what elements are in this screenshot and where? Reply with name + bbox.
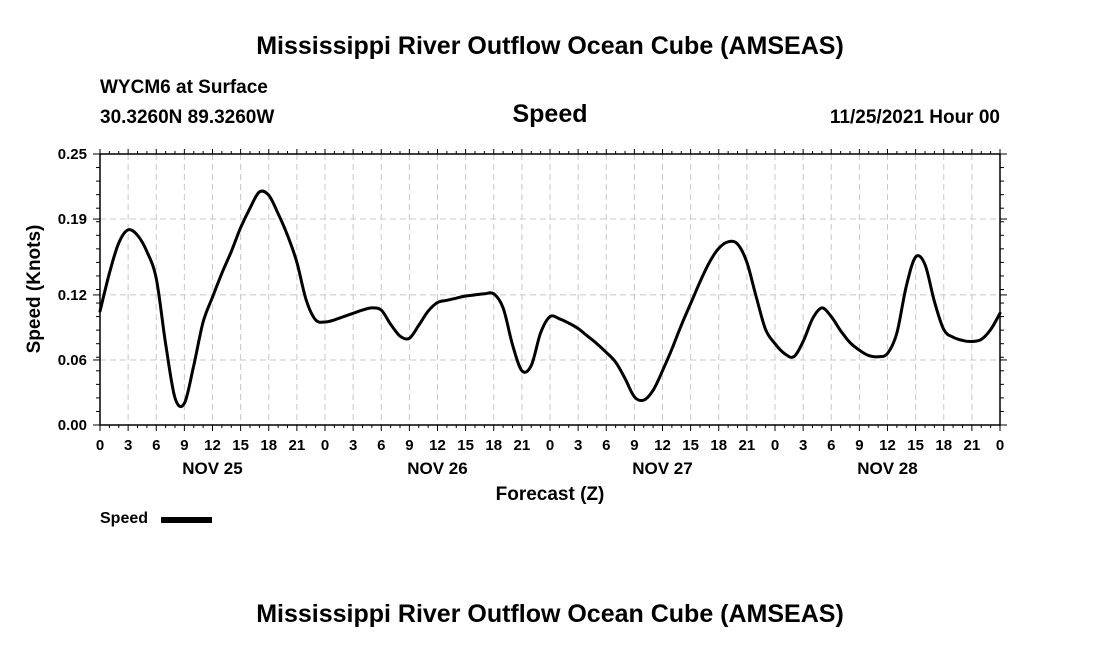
datetime-label: 11/25/2021 Hour 00	[829, 107, 1000, 128]
x-tick-label: 18	[485, 437, 502, 454]
y-tick-label: 0.19	[58, 211, 87, 228]
x-axis-label: Forecast (Z)	[496, 484, 605, 505]
legend-swatch	[161, 517, 212, 523]
x-tick-label: 9	[405, 437, 413, 454]
x-tick-label: 0	[321, 437, 329, 454]
x-tick-label: 18	[260, 437, 277, 454]
x-tick-label: 3	[799, 437, 807, 454]
x-tick-label: 9	[630, 437, 638, 454]
coordinates-label: 30.3260N 89.3260W	[100, 107, 275, 128]
x-tick-label: 6	[827, 437, 835, 454]
variable-title: Speed	[512, 100, 588, 128]
x-tick-label: 6	[377, 437, 385, 454]
footer-title: Mississippi River Outflow Ocean Cube (AM…	[256, 600, 844, 628]
x-tick-label: 0	[996, 437, 1004, 454]
x-tick-label: 0	[771, 437, 779, 454]
x-tick-label: 18	[710, 437, 727, 454]
day-label: NOV 26	[407, 459, 467, 478]
x-tick-label: 12	[654, 437, 671, 454]
x-tick-label: 3	[124, 437, 132, 454]
x-tick-labels: 0 3 6 9 12 15 18 21 0 3 6 9 12 15 18 21 0 3 6 9 12 15 18 21 0 3 6 9…	[96, 437, 1004, 454]
x-tick-label: 21	[739, 437, 756, 454]
y-tick-label: 0.00	[58, 417, 87, 434]
plot-frame	[99, 153, 1001, 426]
x-tick-label: 15	[907, 437, 924, 454]
day-label: NOV 25	[182, 459, 242, 478]
x-tick-label: 9	[180, 437, 188, 454]
x-tick-label: 21	[289, 437, 306, 454]
day-label: NOV 28	[857, 459, 917, 478]
x-tick-label: 12	[204, 437, 221, 454]
x-tick-label: 3	[349, 437, 357, 454]
speed-series-line	[98, 189, 1002, 409]
x-tick-label: 0	[96, 437, 104, 454]
chart-title: Mississippi River Outflow Ocean Cube (AM…	[256, 32, 844, 60]
x-tick-label: 9	[855, 437, 863, 454]
x-tick-label: 15	[682, 437, 699, 454]
x-tick-label: 21	[514, 437, 531, 454]
x-tick-label: 6	[152, 437, 160, 454]
x-tick-label: 18	[935, 437, 952, 454]
y-tick-labels: 0.00 0.06 0.12 0.19 0.25	[58, 146, 87, 434]
x-tick-label: 0	[546, 437, 554, 454]
x-tick-label: 12	[429, 437, 446, 454]
day-labels: NOV 25 NOV 26 NOV 27 NOV 28	[182, 459, 917, 478]
day-label: NOV 27	[632, 459, 692, 478]
x-tick-label: 15	[232, 437, 249, 454]
y-tick-label: 0.06	[58, 352, 87, 369]
y-tick-label: 0.12	[58, 287, 87, 304]
x-tick-label: 6	[602, 437, 610, 454]
x-tick-label: 3	[574, 437, 582, 454]
station-label: WYCM6 at Surface	[100, 77, 268, 98]
x-tick-label: 15	[457, 437, 474, 454]
grid	[100, 154, 1000, 425]
legend-label: Speed	[100, 510, 149, 527]
y-axis-label: Speed (Knots)	[24, 225, 45, 354]
x-tick-label: 21	[964, 437, 981, 454]
x-tick-label: 12	[879, 437, 896, 454]
y-tick-label: 0.25	[58, 146, 87, 163]
